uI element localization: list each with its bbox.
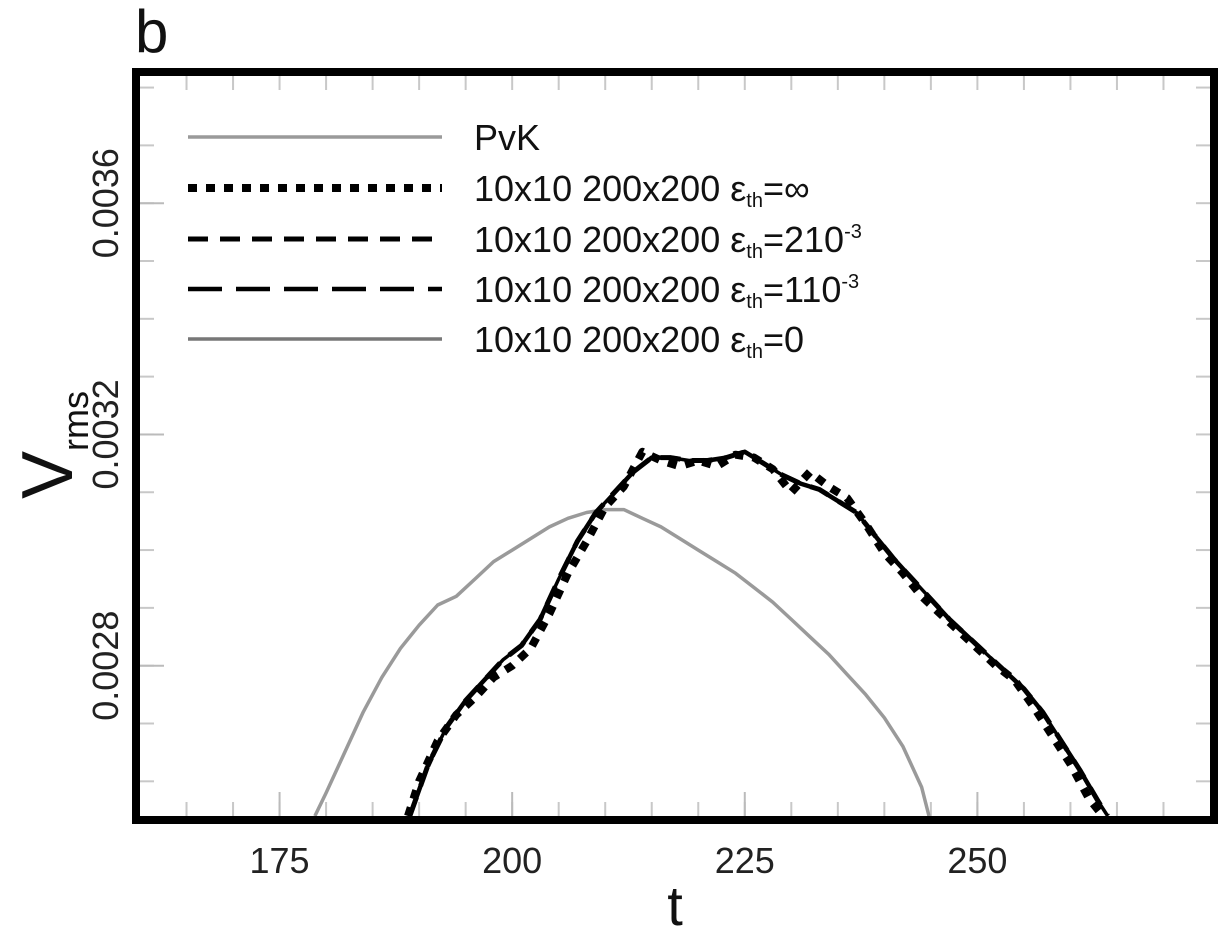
x-tick-label-3: 250 — [947, 840, 1007, 881]
x-tick-label-0: 175 — [250, 840, 310, 881]
legend-label-3: 10x10 200x200 εth=110-3 — [474, 269, 859, 313]
minor-ticks — [140, 76, 1210, 816]
panel-label: b — [135, 0, 168, 65]
series-line-1 — [404, 447, 1107, 816]
x-tick-label-1: 200 — [482, 840, 542, 881]
x-tick-label-2: 225 — [715, 840, 775, 881]
y-axis-title: Vrms — [8, 391, 96, 499]
series-line-0 — [313, 507, 931, 816]
y-tick-label-0: 0.0028 — [85, 611, 126, 721]
y-tick-label-1: 0.0032 — [85, 379, 126, 489]
series-line-2 — [407, 449, 1110, 816]
y-axis-title-sub: rms — [55, 391, 96, 451]
series-line-4 — [408, 450, 1110, 816]
x-axis-title: t — [667, 874, 683, 933]
y-tick-labels: 0.0028 0.0032 0.0036 — [85, 148, 164, 721]
series-line-3 — [407, 449, 1110, 816]
y-axis-title-main: V — [8, 451, 88, 499]
legend-label-1: 10x10 200x200 εth=∞ — [474, 168, 810, 212]
x-tick-labels: 175 200 225 250 — [250, 792, 1007, 881]
legend-label-0: PvK — [474, 117, 540, 158]
legend-label-4: 10x10 200x200 εth=0 — [474, 319, 804, 363]
legend: PvK 10x10 200x200 εth=∞ 10x10 200x200 εth=… — [188, 117, 862, 363]
plot-frame — [132, 68, 1218, 824]
y-tick-label-2: 0.0036 — [85, 148, 126, 258]
series-layer — [313, 447, 1110, 816]
legend-label-2: 10x10 200x200 εth=210-3 — [474, 219, 862, 263]
